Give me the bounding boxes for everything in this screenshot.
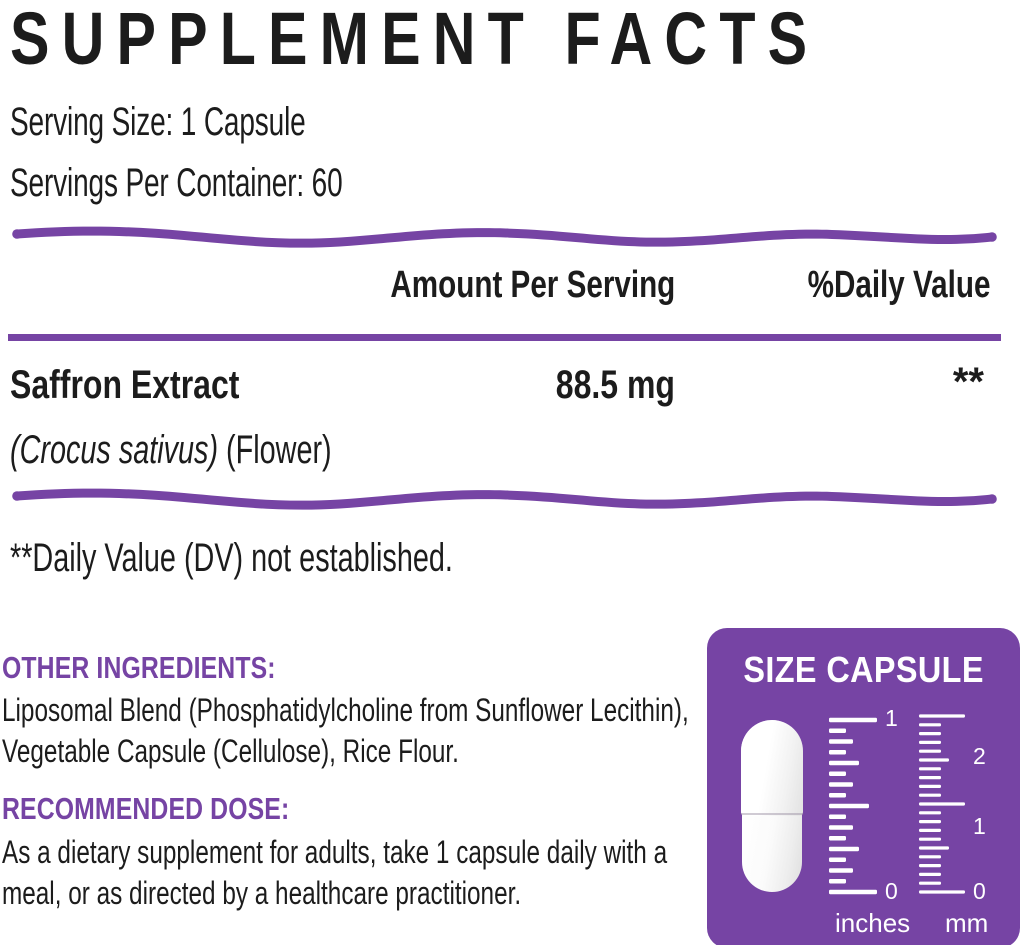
capsule-seam (741, 813, 803, 815)
capsule-body (742, 810, 802, 892)
ruler-inches-label-bottom: 0 (885, 878, 898, 904)
recommended-dose-body: As a dietary supplement for adults, take… (2, 834, 668, 911)
column-header-amount-per-serving: Amount Per Serving (390, 264, 675, 306)
other-ingredients-heading: OTHER INGREDIENTS: (2, 650, 276, 685)
divider-wavy-bottom (8, 484, 1001, 512)
ingredient-plant-part: (Flower) (218, 428, 332, 472)
ingredient-daily-value: ** (952, 360, 984, 404)
ingredient-latin-binomial: (Crocus sativus) (10, 428, 219, 472)
divider-wavy-top (8, 222, 1001, 250)
ruler-mm-label-1: 1 (973, 813, 986, 839)
ruler-mm: 2 1 0 (919, 712, 999, 904)
size-capsule-title: SIZE CAPSULE (707, 652, 1020, 688)
ruler-mm-label-0: 0 (973, 878, 986, 904)
size-capsule-panel: SIZE CAPSULE 1 0 2 1 0 inches mm (707, 628, 1020, 945)
capsule-icon (741, 720, 803, 892)
daily-value-footnote: **Daily Value (DV) not established. (10, 536, 453, 580)
column-header-daily-value: %Daily Value (807, 264, 990, 306)
ingredient-latin-name: (Crocus sativus) (Flower) (10, 430, 332, 470)
divider-thin-rule (8, 334, 1001, 341)
serving-size-line: Serving Size: 1 Capsule (10, 100, 306, 144)
page-title: SUPPLEMENT FACTS (10, 0, 820, 80)
ingredient-amount: 88.5 mg (555, 363, 675, 407)
ruler-mm-label-2: 2 (973, 743, 986, 769)
ruler-inches-unit: inches (835, 908, 911, 938)
recommended-dose-heading: RECOMMENDED DOSE: (2, 791, 290, 826)
capsule-cap (741, 720, 803, 816)
other-ingredients-body: Liposomal Blend (Phosphatidylcholine fro… (2, 692, 689, 769)
ruler-inches: 1 0 (829, 705, 909, 904)
ingredient-name: Saffron Extract (10, 363, 240, 407)
servings-per-container-line: Servings Per Container: 60 (10, 161, 343, 205)
size-capsule-title-text: SIZE CAPSULE (743, 649, 984, 690)
ruler-mm-unit: mm (945, 908, 989, 938)
ruler-inches-label-top: 1 (885, 705, 898, 731)
